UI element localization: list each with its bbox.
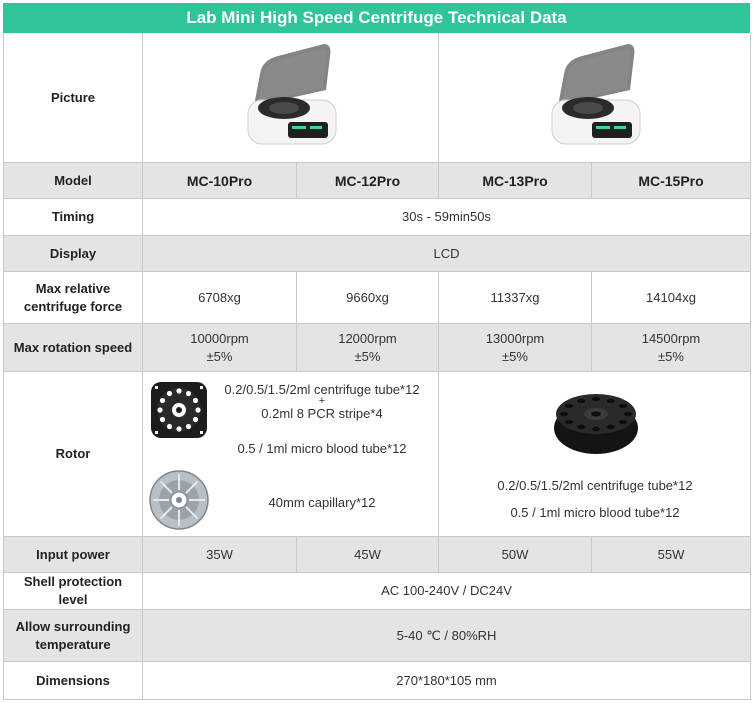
max-speed-row: Max rotation speed 10000rpm ±5% 12000rpm…: [3, 324, 751, 372]
shell-value: AC 100-240V / DC24V: [143, 573, 751, 610]
model-3: MC-13Pro: [439, 163, 592, 199]
model-label: Model: [3, 163, 143, 199]
rotor-left-line1: 0.2/0.5/1.5/2ml centrifuge tube*12: [224, 382, 420, 397]
timing-value: 30s - 59min50s: [143, 199, 751, 236]
rotor-left-line3: 0.5 / 1ml micro blood tube*12: [237, 441, 407, 456]
rotor-left-plus: +: [318, 395, 326, 407]
max-rcf-row: Max relative centrifuge force 6708xg 966…: [3, 272, 751, 324]
max-rcf-label: Max relative centrifuge force: [3, 272, 143, 324]
rotor-left-text-block: 0.2/0.5/1.5/2ml centrifuge tube*12 + 0.2…: [211, 382, 433, 421]
rotor-right-line2: 0.5 / 1ml micro blood tube*12: [510, 505, 680, 520]
temperature-label: Allow surrounding temperature: [3, 610, 143, 662]
max-speed-tol: ±5%: [658, 348, 684, 364]
max-speed-2: 12000rpm ±5%: [297, 324, 439, 372]
capillary-rotor-icon: [149, 470, 209, 530]
temperature-value: 5-40 ℃ / 80%RH: [143, 610, 751, 662]
rotor-left-cell: 0.2/0.5/1.5/2ml centrifuge tube*12 + 0.2…: [143, 372, 439, 537]
max-speed-rpm: 10000rpm: [190, 330, 249, 346]
model-2: MC-12Pro: [297, 163, 439, 199]
model-1: MC-10Pro: [143, 163, 297, 199]
max-rcf-2: 9660xg: [297, 272, 439, 324]
input-power-row: Input power 35W 45W 50W 55W: [3, 537, 751, 573]
centrifuge-device-icon: [551, 43, 640, 144]
centrifuge-image-right: [439, 33, 751, 163]
max-rcf-3: 11337xg: [439, 272, 592, 324]
max-speed-label: Max rotation speed: [3, 324, 143, 372]
dimensions-value: 270*180*105 mm: [143, 662, 751, 700]
shell-label: Shell protection level: [3, 573, 143, 610]
timing-label: Timing: [3, 199, 143, 236]
input-power-2: 45W: [297, 537, 439, 573]
display-label: Display: [3, 236, 143, 272]
rotor-left-line2: 0.2ml 8 PCR stripe*4: [261, 406, 383, 421]
centrifuge-image-left: [143, 33, 439, 163]
temperature-row: Allow surrounding temperature 5-40 ℃ / 8…: [3, 610, 751, 662]
rotor-right-cell: 0.2/0.5/1.5/2ml centrifuge tube*12 0.5 /…: [439, 372, 751, 537]
max-speed-3: 13000rpm ±5%: [439, 324, 592, 372]
rotor-right-line1: 0.2/0.5/1.5/2ml centrifuge tube*12: [497, 478, 693, 493]
display-value: LCD: [143, 236, 751, 272]
angle-rotor-icon: [554, 394, 638, 454]
max-rcf-4: 14104xg: [592, 272, 751, 324]
input-power-3: 50W: [439, 537, 592, 573]
rotor-label: Rotor: [3, 372, 143, 537]
shell-row: Shell protection level AC 100-240V / DC2…: [3, 573, 751, 610]
max-speed-rpm: 13000rpm: [485, 330, 545, 346]
display-row: Display LCD: [3, 236, 751, 272]
picture-label: Picture: [3, 33, 143, 163]
rotor-left-line4: 40mm capillary*12: [268, 495, 376, 510]
input-power-label: Input power: [3, 537, 143, 573]
max-rcf-1: 6708xg: [143, 272, 297, 324]
table-title: Lab Mini High Speed Centrifuge Technical…: [3, 3, 750, 33]
rotor-row: Rotor 0.2/0.5/1.5/2ml centrifuge tube*12: [3, 372, 751, 537]
model-row: Model MC-10Pro MC-12Pro MC-13Pro MC-15Pr…: [3, 163, 751, 199]
input-power-1: 35W: [143, 537, 297, 573]
max-speed-rpm: 14500rpm: [641, 330, 701, 346]
max-speed-tol: ±5%: [206, 348, 233, 364]
max-speed-1: 10000rpm ±5%: [143, 324, 297, 372]
max-speed-tol: ±5%: [354, 348, 381, 364]
max-speed-tol: ±5%: [502, 348, 528, 364]
picture-row: Picture: [3, 33, 751, 163]
dimensions-label: Dimensions: [3, 662, 143, 700]
centrifuge-device-icon: [247, 43, 336, 144]
dimensions-row: Dimensions 270*180*105 mm: [3, 662, 751, 700]
input-power-4: 55W: [592, 537, 751, 573]
model-4: MC-15Pro: [592, 163, 751, 199]
square-rotor-icon: [151, 382, 207, 438]
max-speed-4: 14500rpm ±5%: [592, 324, 751, 372]
max-speed-rpm: 12000rpm: [338, 330, 397, 346]
timing-row: Timing 30s - 59min50s: [3, 199, 751, 236]
